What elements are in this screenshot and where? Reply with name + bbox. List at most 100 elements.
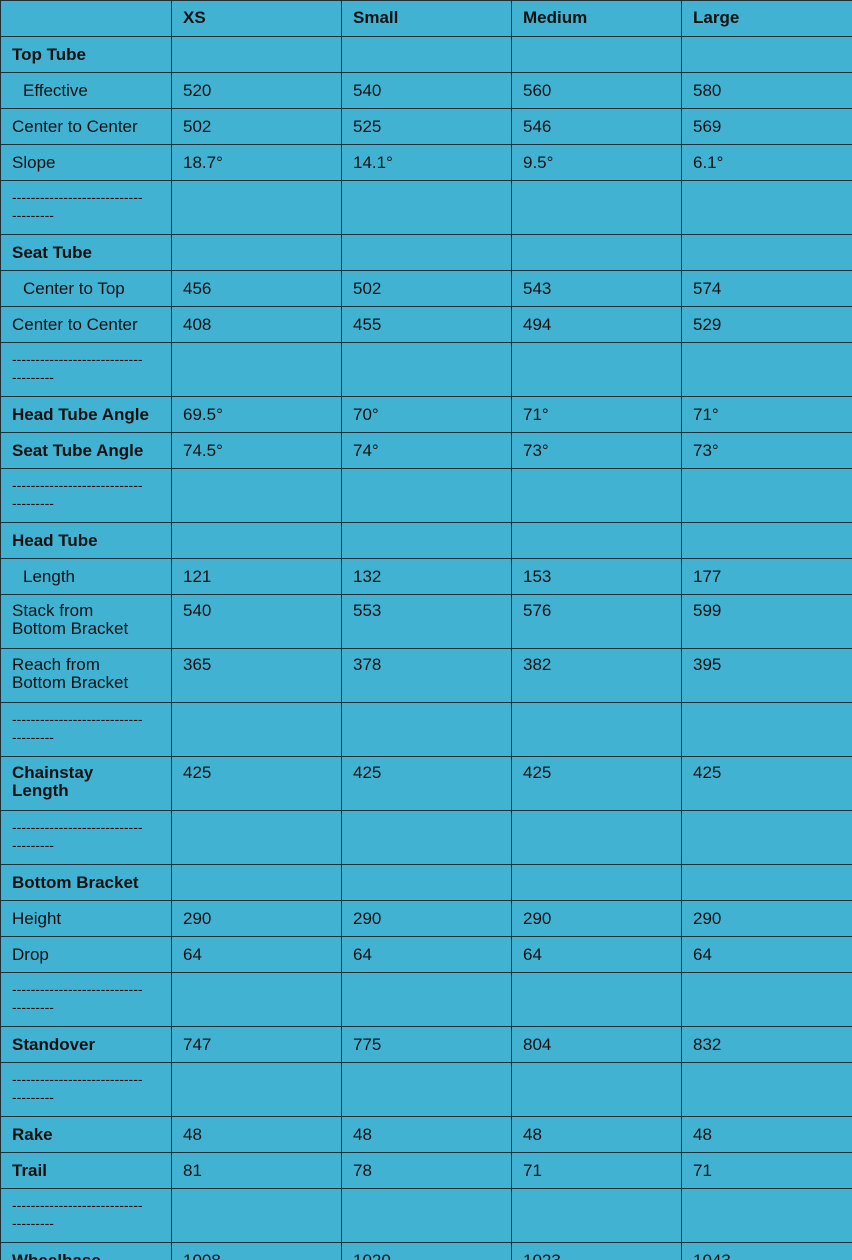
table-row: Length 121 132 153 177 (0, 558, 852, 595)
value-cell (511, 1188, 682, 1243)
value-cell (511, 522, 682, 559)
value-cell: 1008 (171, 1242, 342, 1260)
header-cell: Small (341, 0, 512, 37)
cell-value: 71 (523, 1161, 542, 1180)
row-label: Chainstay Length (12, 763, 94, 800)
row-label: Wheelbase (12, 1251, 171, 1260)
value-cell: 64 (681, 936, 852, 973)
cell-value: 290 (183, 909, 212, 928)
cell-value: 456 (183, 279, 212, 298)
value-cell (681, 1188, 852, 1243)
row-label-cell: ------------------------------------- (0, 1188, 172, 1243)
row-label-cell: Trail (0, 1152, 172, 1189)
row-label: Top Tube (12, 45, 86, 64)
table-row: Reach from Bottom Bracket 365 378 382 395 (0, 648, 852, 703)
cell-value: 1008 (183, 1251, 221, 1260)
separator-text: ------------------------------------- (12, 711, 143, 745)
value-cell: 425 (341, 756, 512, 811)
row-label-cell: Bottom Bracket (0, 864, 172, 901)
value-cell (511, 1062, 682, 1117)
value-cell: 546 (511, 108, 682, 145)
value-cell: 290 (511, 900, 682, 937)
row-label: Rake (12, 1125, 53, 1144)
row-label-cell: Seat Tube Angle (0, 432, 172, 469)
value-cell: 153 (511, 558, 682, 595)
value-cell: 73° (511, 432, 682, 469)
value-cell (171, 1188, 342, 1243)
value-cell: 48 (681, 1116, 852, 1153)
cell-value: 425 (523, 763, 552, 782)
value-cell (681, 180, 852, 235)
value-cell: 64 (511, 936, 682, 973)
value-cell: 395 (681, 648, 852, 703)
value-cell (511, 234, 682, 271)
row-label: Length (23, 567, 75, 586)
row-label-cell: ------------------------------------- (0, 1062, 172, 1117)
table-row: ------------------------------------- (0, 468, 852, 523)
cell-value: 74° (353, 441, 379, 460)
value-cell: 569 (681, 108, 852, 145)
row-label: Seat Tube (12, 243, 92, 262)
cell-value: 546 (523, 117, 552, 136)
value-cell: 502 (341, 270, 512, 307)
separator-text: ------------------------------------- (12, 189, 143, 223)
table-row: Wheelbase 1008 1020 1023 1043 (0, 1242, 852, 1260)
value-cell: 71° (511, 396, 682, 433)
table-row: Chainstay Length 425 425 425 425 (0, 756, 852, 811)
row-label-cell: ------------------------------------- (0, 342, 172, 397)
row-label-cell: Height (0, 900, 172, 937)
table-row: Seat Tube Angle 74.5° 74° 73° 73° (0, 432, 852, 469)
value-cell (171, 234, 342, 271)
row-label-cell: ------------------------------------- (0, 180, 172, 235)
value-cell: 14.1° (341, 144, 512, 181)
value-cell: 69.5° (171, 396, 342, 433)
separator-text: ------------------------------------- (12, 1071, 143, 1105)
value-cell: 78 (341, 1152, 512, 1189)
table-row: ------------------------------------- (0, 342, 852, 397)
row-label-cell: Length (0, 558, 172, 595)
value-cell: 73° (681, 432, 852, 469)
value-cell: 456 (171, 270, 342, 307)
cell-value: 543 (523, 279, 552, 298)
cell-value: 408 (183, 315, 212, 334)
row-label: Center to Center (12, 315, 138, 334)
cell-value: 529 (693, 315, 722, 334)
value-cell (341, 36, 512, 73)
header-cell: Medium (511, 0, 682, 37)
value-cell: 71 (511, 1152, 682, 1189)
cell-value: 290 (693, 909, 722, 928)
value-cell (171, 342, 342, 397)
header-cell: Large (681, 0, 852, 37)
cell-value: 540 (183, 601, 212, 620)
table-row: Seat Tube (0, 234, 852, 271)
corner-cell (0, 0, 172, 37)
table-row: ------------------------------------- (0, 1188, 852, 1243)
cell-value: 6.1° (693, 153, 724, 172)
cell-value: 832 (693, 1035, 722, 1054)
cell-value: 775 (353, 1035, 382, 1054)
value-cell (171, 522, 342, 559)
value-cell: 81 (171, 1152, 342, 1189)
cell-value: 121 (183, 567, 212, 586)
value-cell: 560 (511, 72, 682, 109)
value-cell: 70° (341, 396, 512, 433)
table-row: Center to Center 502 525 546 569 (0, 108, 852, 145)
table-row: ------------------------------------- (0, 702, 852, 757)
value-cell (681, 864, 852, 901)
cell-value: 48 (183, 1125, 202, 1144)
row-label-cell: ------------------------------------- (0, 468, 172, 523)
value-cell (171, 468, 342, 523)
value-cell (171, 972, 342, 1027)
value-cell (341, 810, 512, 865)
value-cell: 48 (341, 1116, 512, 1153)
table-row: Effective 520 540 560 580 (0, 72, 852, 109)
table-row: Bottom Bracket (0, 864, 852, 901)
value-cell (511, 180, 682, 235)
cell-value: 365 (183, 655, 212, 674)
cell-value: 177 (693, 567, 722, 586)
table-row: Rake 48 48 48 48 (0, 1116, 852, 1153)
value-cell (681, 342, 852, 397)
table-row: ------------------------------------- (0, 810, 852, 865)
row-label: Seat Tube Angle (12, 441, 144, 460)
cell-value: 525 (353, 117, 382, 136)
